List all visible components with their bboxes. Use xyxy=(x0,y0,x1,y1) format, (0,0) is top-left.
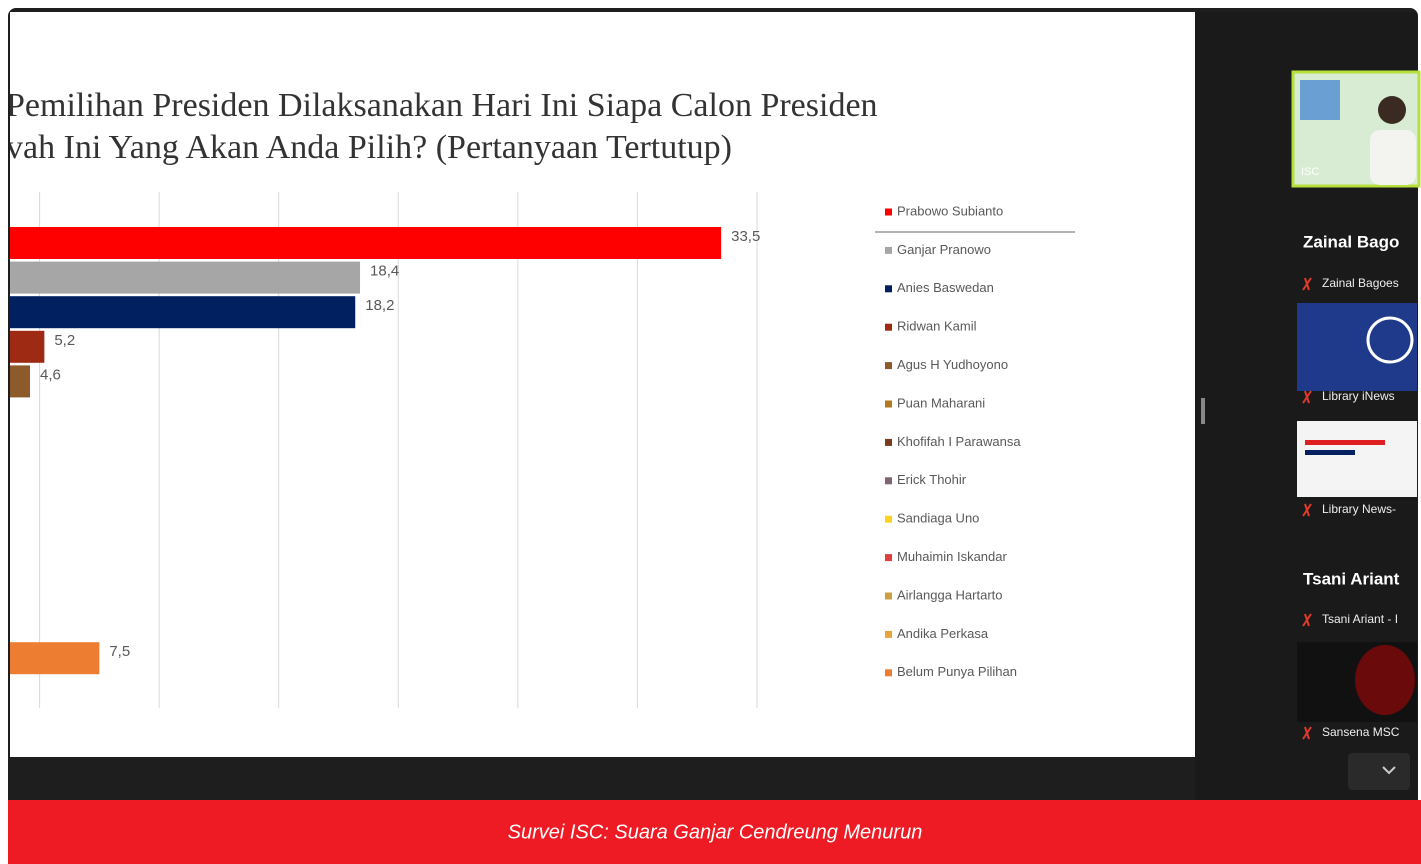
legend-label: Muhaimin Iskandar xyxy=(897,549,1007,564)
mic-muted-icon xyxy=(1302,503,1312,517)
slide xyxy=(10,12,1195,757)
legend-swatch xyxy=(885,592,892,600)
legend-swatch xyxy=(885,669,892,677)
person-body xyxy=(1370,130,1416,185)
legend-swatch xyxy=(885,400,892,408)
participant-label: Library iNews xyxy=(1322,389,1395,403)
legend-label: Ridwan Kamil xyxy=(897,319,977,334)
thumb-bar xyxy=(1305,440,1385,445)
bar xyxy=(10,642,100,675)
mic-muted-icon xyxy=(1302,613,1312,627)
bar xyxy=(10,227,722,259)
value-label: 18,4 xyxy=(370,263,399,280)
video-tile[interactable] xyxy=(1297,303,1417,391)
thumb-bar xyxy=(1305,450,1355,455)
logo xyxy=(1300,80,1340,120)
legend-label: Ganjar Pranowo xyxy=(897,242,991,257)
mic-muted-icon xyxy=(1302,390,1312,404)
participant-label: Tsani Ariant - I xyxy=(1322,612,1398,626)
resize-handle[interactable] xyxy=(1201,398,1205,424)
chart-title: Pemilihan Presiden Dilaksanakan Hari Ini… xyxy=(6,87,878,124)
bar xyxy=(10,261,361,294)
legend-swatch xyxy=(885,630,892,638)
value-label: 18,2 xyxy=(365,297,394,314)
video-tile[interactable] xyxy=(1297,421,1417,497)
participant-label: Sansena MSC xyxy=(1322,725,1400,739)
video-content xyxy=(1355,645,1415,715)
value-label: 7,5 xyxy=(109,643,130,660)
legend-label: Anies Baswedan xyxy=(897,280,994,295)
chart-title: vah Ini Yang Akan Anda Pilih? (Pertanyaa… xyxy=(6,129,732,166)
legend-label: Andika Perkasa xyxy=(897,626,989,641)
legend-label: Belum Punya Pilihan xyxy=(897,664,1017,679)
mic-muted-icon xyxy=(1302,277,1312,291)
participant-label: Library News- xyxy=(1322,502,1396,516)
legend-label: Sandiaga Uno xyxy=(897,511,979,526)
chevron-icon xyxy=(1382,766,1396,775)
scroll-button[interactable] xyxy=(1348,753,1410,790)
value-label: 5,2 xyxy=(54,332,75,349)
caption-bar xyxy=(8,800,1421,864)
participants: Zainal Bago Zainal Bagoes Library iNews Lib… xyxy=(1302,232,1400,740)
person-head xyxy=(1378,96,1406,124)
chart: Pemilihan Presiden Dilaksanakan Hari Ini… xyxy=(6,87,1075,708)
participant-label: Zainal Bagoes xyxy=(1322,276,1399,290)
legend-swatch xyxy=(885,285,892,293)
legend-swatch xyxy=(885,208,892,216)
participant-name: Tsani Ariant xyxy=(1303,569,1400,588)
legend-label: Agus H Yudhoyono xyxy=(897,357,1008,372)
caption: Survei ISC: Suara Ganjar Cendreung Menur… xyxy=(508,821,923,843)
value-label: 4,6 xyxy=(40,366,61,383)
legend-swatch xyxy=(885,246,892,254)
legend-swatch xyxy=(885,477,892,485)
legend-label: Prabowo Subianto xyxy=(897,203,1003,218)
legend-swatch xyxy=(885,362,892,370)
bar xyxy=(10,365,31,398)
value-label: 33,5 xyxy=(731,228,760,245)
legend-label: Airlangga Hartarto xyxy=(897,587,1003,602)
bar xyxy=(10,330,45,363)
legend-label: Erick Thohir xyxy=(897,472,967,487)
bar xyxy=(10,296,356,329)
participant-name: Zainal Bago xyxy=(1303,232,1399,251)
video-label: ISC xyxy=(1301,166,1319,178)
legend-label: Puan Maharani xyxy=(897,395,985,410)
legend-swatch xyxy=(885,438,892,446)
legend-swatch xyxy=(885,515,892,523)
mic-muted-icon xyxy=(1302,726,1312,740)
legend-swatch xyxy=(885,554,892,562)
legend-swatch xyxy=(885,323,892,331)
obs-icon xyxy=(1366,316,1414,364)
legend-label: Khofifah I Parawansa xyxy=(897,434,1021,449)
